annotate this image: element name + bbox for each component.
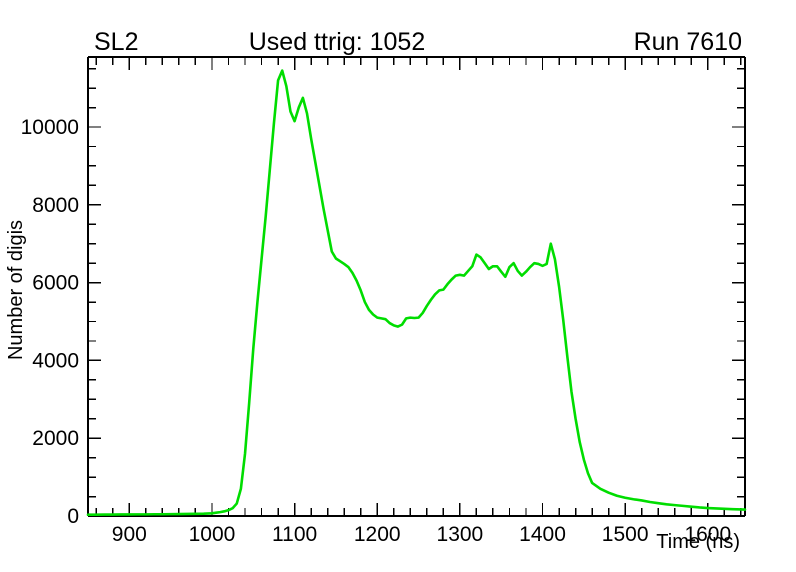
x-axis-tick-label: 1600 [684,523,731,546]
page-title: Used ttrig: 1052 [249,28,426,56]
x-axis-tick-label: 1400 [519,523,566,546]
y-axis-title: Number of digis [5,220,27,360]
x-axis-title: Time (ns) [656,531,740,553]
y-axis-tick-label: 4000 [32,349,79,372]
x-axis-tick-label: 1500 [602,523,649,546]
y-axis-tick-label: 6000 [32,272,79,295]
run-label: Run 7610 [634,28,742,56]
x-axis-tick-label: 900 [112,523,147,546]
x-axis-tick-label: 1200 [354,523,401,546]
x-axis-tick-label: 1100 [272,523,317,546]
x-axis-tick-label: 1000 [189,523,236,546]
y-axis-tick-label: 10000 [21,116,79,139]
y-axis-tick-label: 8000 [32,194,79,217]
x-axis-tick-label: 1300 [437,523,484,546]
y-axis-tick-label: 2000 [32,427,79,450]
y-axis-tick-label: 0 [67,505,79,528]
pad-label-sl2: SL2 [94,28,138,56]
y-axis-ticks [88,67,745,517]
y-axis-tick-labels: 0 2000 4000 6000 8000 10000 [21,116,79,528]
x-axis-tick-labels: 900 1000 1100 1200 1300 1400 1500 1600 [112,523,731,546]
digis-time-distribution-curve [86,69,747,516]
